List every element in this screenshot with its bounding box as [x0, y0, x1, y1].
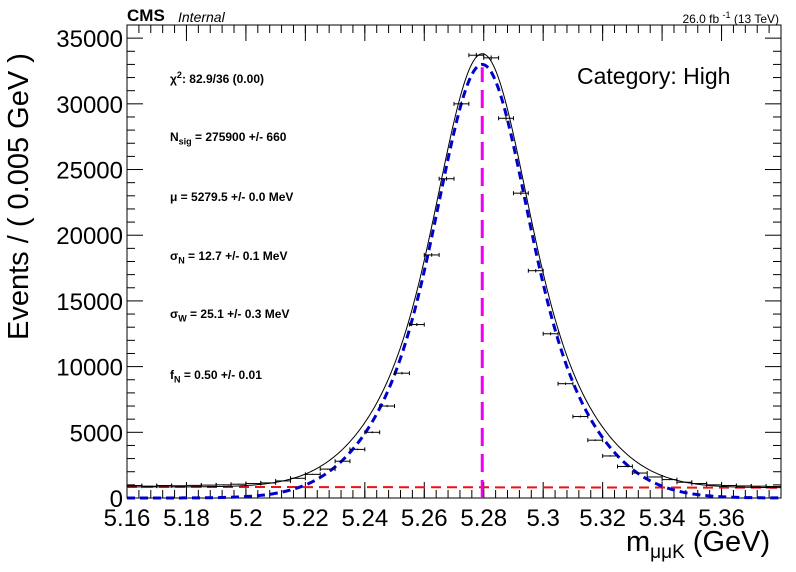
fn-text: fN = 0.50 +/- 0.01: [170, 368, 262, 384]
fn-sub: N: [174, 374, 181, 385]
sigmaw-main: σ: [170, 307, 179, 321]
x-tick-label: 5.32: [579, 505, 626, 532]
data-point: [379, 404, 396, 409]
experiment-label: CMS: [127, 6, 165, 25]
x-axis-label-sub: μμK: [650, 541, 685, 563]
x-tick-label: 5.26: [401, 505, 448, 532]
y-tick-label: 30000: [56, 92, 123, 119]
total-fit-curve: [127, 53, 782, 489]
y-tick-label: 10000: [56, 355, 123, 382]
nsig-sub: sig: [178, 136, 192, 147]
x-tick-label: 5.16: [104, 505, 151, 532]
data-point: [483, 55, 500, 61]
x-tick-label: 5.3: [526, 505, 559, 532]
nsig-main: N: [170, 130, 179, 144]
sigmaw-value: = 25.1 +/- 0.3 MeV: [186, 307, 290, 321]
luminosity-label: 26.0 fb -1 (13 TeV): [682, 10, 779, 26]
x-axis-ticks: 5.16 5.18 5.2 5.22 5.24 5.26 5.28 5.3 5.32 5.34 5.…: [104, 25, 782, 532]
signal-fit-layer: [127, 62, 782, 500]
sigman-sub: N: [178, 255, 185, 266]
chi2-text: χ2: 82.9/36 (0.00): [170, 70, 264, 86]
data-point: [572, 414, 589, 419]
sigmaw-sub: W: [178, 313, 187, 324]
data-points-layer: [126, 52, 782, 489]
x-tick-label: 5.22: [282, 505, 329, 532]
sigmaw-text: σW = 25.1 +/- 0.3 MeV: [170, 307, 289, 323]
data-point: [498, 116, 514, 121]
data-point: [319, 467, 336, 472]
data-point: [408, 322, 425, 327]
status-label: Internal: [178, 9, 225, 25]
data-point: [765, 484, 782, 489]
luminosity-exponent: -1: [722, 10, 731, 20]
chi2-symbol: χ: [170, 72, 177, 86]
data-point: [453, 101, 470, 107]
x-tick-label: 5.2: [229, 505, 262, 532]
data-point: [542, 331, 559, 336]
data-point: [512, 191, 529, 196]
data-point: [364, 430, 381, 435]
fn-main: f: [170, 368, 174, 382]
energy-value: (13 TeV): [733, 12, 779, 26]
y-tick-label: 15000: [56, 289, 123, 316]
data-point: [394, 371, 410, 376]
luminosity-value: 26.0 fb: [682, 12, 720, 26]
data-point: [527, 268, 544, 273]
x-axis-label-unit: (GeV): [684, 526, 771, 558]
data-point: [334, 459, 351, 464]
x-axis-label: mμμK (GeV): [626, 526, 770, 564]
y-axis-ticks: 0 5000 10000 15000 20000 25000 30000 35000: [56, 24, 781, 513]
data-point: [557, 381, 574, 386]
nsig-text: Nsig = 275900 +/- 660: [170, 130, 286, 146]
data-point: [617, 464, 633, 469]
sigman-main: σ: [170, 249, 179, 263]
x-tick-label: 5.28: [460, 505, 507, 532]
data-point: [646, 474, 663, 479]
y-tick-label: 25000: [56, 158, 123, 185]
sigman-value: = 12.7 +/- 0.1 MeV: [184, 249, 288, 263]
total-fit-layer: [127, 53, 782, 489]
chi2-value: : 82.9/36 (0.00): [181, 72, 264, 86]
x-tick-label: 5.24: [341, 505, 388, 532]
x-tick-label: 5.34: [639, 505, 686, 532]
nsig-value: = 275900 +/- 660: [191, 130, 287, 144]
y-tick-label: 5000: [70, 420, 123, 447]
data-point: [349, 447, 366, 452]
x-axis-label-main: m: [626, 526, 651, 558]
sigman-text: σN = 12.7 +/- 0.1 MeV: [170, 249, 287, 265]
data-point: [423, 252, 440, 257]
background-fit-curve: [127, 485, 781, 489]
background-fit-layer: [127, 485, 781, 489]
data-point: [587, 438, 604, 443]
y-axis-label: Events / ( 0.005 GeV ): [3, 53, 35, 340]
data-point: [304, 472, 321, 477]
signal-fit-curve: [127, 62, 782, 500]
fn-value: = 0.50 +/- 0.01: [180, 368, 262, 382]
mu-text: μ = 5279.5 +/- 0.0 MeV: [170, 190, 294, 204]
x-tick-label: 5.36: [698, 505, 745, 532]
x-tick-label: 5.18: [163, 505, 210, 532]
data-point: [438, 176, 455, 181]
data-point: [631, 471, 648, 476]
chi2-sup: 2: [176, 70, 182, 80]
category-label: Category: High: [577, 63, 731, 89]
y-tick-label: 35000: [56, 26, 123, 53]
y-tick-label: 0: [110, 486, 123, 513]
y-tick-label: 20000: [56, 223, 123, 250]
data-point: [275, 478, 291, 483]
data-point: [290, 476, 306, 481]
data-point: [602, 453, 618, 458]
